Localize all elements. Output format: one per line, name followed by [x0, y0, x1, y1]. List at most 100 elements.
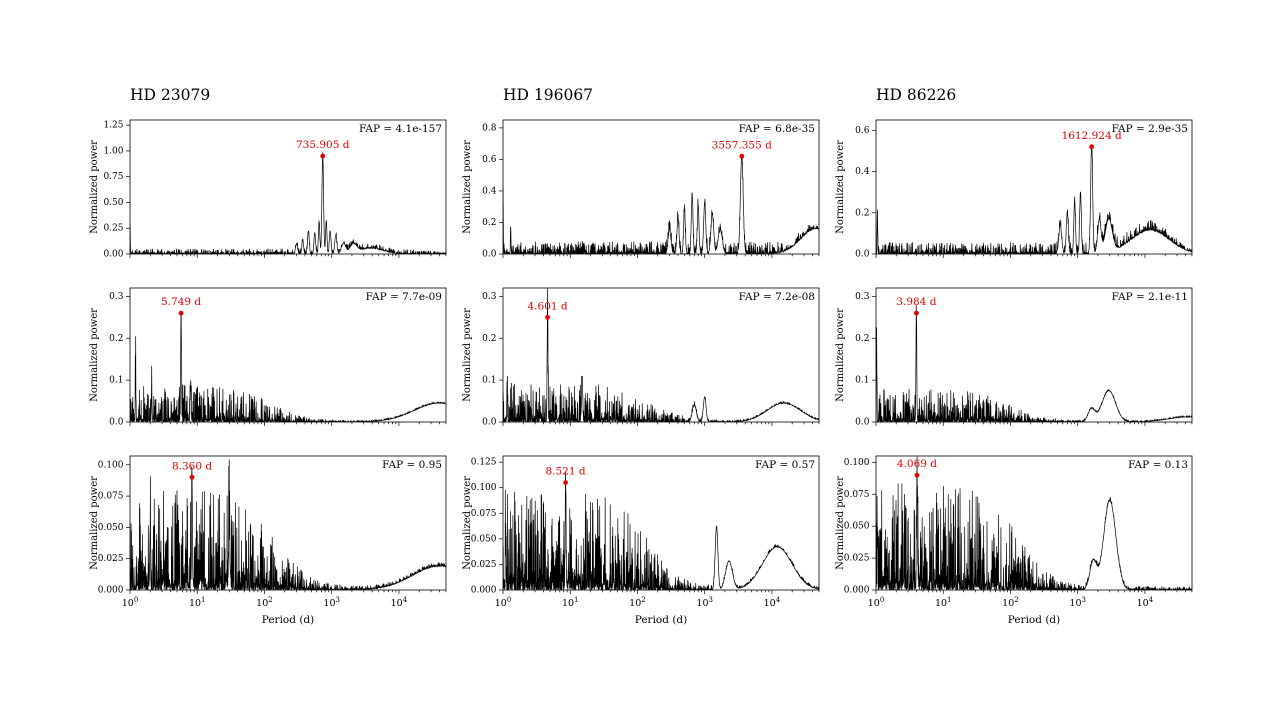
y-tick-label: 0.050	[471, 534, 497, 544]
peak-period-label: 3.984 d	[896, 296, 936, 308]
column-title: HD 23079	[130, 86, 211, 104]
x-tick-label: 101	[189, 596, 206, 609]
x-ticks	[875, 590, 1193, 594]
y-tick-label: 0.125	[471, 458, 497, 468]
peak-period-label: 735.905 d	[296, 139, 350, 151]
periodogram-plot: 0.0 0.2 0.4 0.6 0.8 Normalized power 3557.355 …	[462, 119, 820, 260]
y-tick-label: 0.000	[98, 586, 124, 596]
y-ticks: 0.0 0.2 0.4 0.6	[855, 126, 876, 260]
peak-marker	[739, 153, 745, 159]
y-tick-label: 0.0	[482, 418, 497, 428]
periodogram-plot: 0.0 0.2 0.4 0.6 Normalized power 1612.924 dFA…	[835, 119, 1193, 260]
y-ticks: 0.00 0.25 0.50 0.75 1.00 1.25	[103, 121, 130, 260]
column-title: HD 196067	[503, 86, 594, 104]
peak-marker	[1089, 144, 1095, 150]
x-ticks	[875, 422, 1193, 426]
y-ticks: 0.000 0.025 0.050 0.075 0.100	[844, 458, 876, 596]
y-tick-label: 0.50	[103, 198, 123, 208]
x-ticks	[129, 422, 447, 426]
peak-period-label: 8.360 d	[172, 460, 212, 472]
periodogram-curve	[130, 459, 446, 590]
y-tick-label: 0.2	[482, 334, 496, 344]
y-tick-label: 0.2	[855, 334, 869, 344]
y-tick-label: 0.100	[844, 458, 870, 468]
x-tick-label: 103	[1069, 596, 1086, 609]
plot-border	[129, 455, 447, 591]
y-ticks: 0.0 0.2 0.4 0.6 0.8	[482, 123, 503, 260]
y-tick-label: 0.2	[855, 208, 869, 218]
peak-period-label: 1612.924 d	[1062, 130, 1122, 142]
peak-marker	[189, 474, 195, 480]
periodogram-plot: 0.0 0.1 0.2 0.3 Normalized power 3.984 d FAP =…	[835, 287, 1193, 428]
x-tick-label: 100	[868, 596, 885, 609]
y-tick-label: 0.000	[471, 586, 497, 596]
fap-label: FAP = 4.1e-157	[359, 123, 442, 135]
x-tick-label: 101	[935, 596, 952, 609]
plot-border	[129, 287, 447, 423]
periodogram-curve	[503, 154, 819, 254]
fap-label: FAP = 0.57	[755, 459, 815, 471]
x-tick-label: 103	[696, 596, 713, 609]
y-tick-label: 0.025	[98, 554, 124, 564]
y-tick-label: 0.1	[482, 376, 496, 386]
periodogram-plot: 0.0 0.1 0.2 0.3 Normalized power 5.749 d FAP =…	[89, 287, 447, 428]
y-tick-label: 0.75	[103, 172, 123, 182]
y-ticks: 0.000 0.025 0.050 0.075 0.100 0.125	[471, 458, 503, 596]
periodogram-curve	[503, 288, 819, 422]
y-tick-label: 0.075	[844, 490, 870, 500]
x-tick-label: 102	[1002, 596, 1019, 609]
periodogram-panel: 0.0 0.1 0.2 0.3 Normalized power 3.984 d FAP =…	[832, 280, 1196, 430]
y-ticks: 0.0 0.1 0.2 0.3	[855, 292, 876, 428]
y-tick-label: 0.0	[482, 250, 497, 260]
x-tick-label: 104	[1137, 596, 1154, 609]
y-tick-label: 0.025	[471, 560, 497, 570]
y-tick-label: 1.25	[103, 121, 123, 131]
peak-period-label: 5.749 d	[161, 296, 201, 308]
y-tick-label: 0.25	[103, 224, 123, 234]
y-axis-label: Normalized power	[835, 476, 846, 570]
plot-border	[129, 119, 447, 255]
y-ticks: 0.000 0.025 0.050 0.075 0.100	[98, 460, 130, 596]
periodogram-curve	[503, 471, 819, 590]
x-axis-label: Period (d)	[635, 614, 687, 626]
fap-label: FAP = 2.1e-11	[1112, 291, 1188, 303]
y-axis-label: Normalized power	[462, 140, 473, 234]
y-tick-label: 0.3	[855, 292, 870, 302]
y-tick-label: 0.6	[855, 126, 870, 136]
y-axis-label: Normalized power	[89, 308, 100, 402]
plot-border	[875, 119, 1193, 255]
periodogram-panel: 0.0 0.2 0.4 0.6 0.8 Normalized power 3557.355 …	[459, 112, 823, 262]
x-tick-label: 103	[323, 596, 340, 609]
peak-marker	[913, 310, 919, 316]
y-tick-label: 0.3	[482, 292, 497, 302]
column-title: HD 86226	[876, 86, 957, 104]
periodogram-plot: 0.000 0.025 0.050 0.075 0.100 100 101 102 103 104…	[89, 455, 447, 626]
periodogram-plot: 0.0 0.1 0.2 0.3 Normalized power 4.601 d FAP =…	[462, 287, 820, 428]
x-axis-label: Period (d)	[1008, 614, 1060, 626]
y-axis-label: Normalized power	[89, 140, 100, 234]
periodogram-curve	[876, 304, 1192, 422]
fap-label: FAP = 7.7e-09	[366, 291, 442, 303]
y-tick-label: 0.8	[482, 123, 497, 133]
periodogram-panel: 0.000 0.025 0.050 0.075 0.100 100 101 102 103 104…	[832, 448, 1196, 640]
y-tick-label: 0.3	[109, 292, 124, 302]
periodogram-panel: 0.000 0.025 0.050 0.075 0.100 100 101 102 103 104…	[86, 448, 450, 640]
y-tick-label: 0.00	[103, 250, 123, 260]
x-tick-label: 100	[122, 596, 139, 609]
y-tick-label: 0.000	[844, 586, 870, 596]
figure-column-hd23079: HD 23079 0.00 0.25 0.50 0.75 1.00 1.25 Normali…	[86, 86, 458, 640]
periodogram-panel: 0.0 0.1 0.2 0.3 Normalized power 4.601 d FAP =…	[459, 280, 823, 430]
peak-marker	[320, 153, 326, 159]
peak-marker	[178, 310, 184, 316]
x-ticks	[129, 590, 447, 594]
y-tick-label: 0.1	[109, 376, 123, 386]
fap-label: FAP = 6.8e-35	[739, 123, 815, 135]
peak-period-label: 4.069 d	[897, 458, 937, 470]
x-ticks	[129, 254, 447, 258]
y-tick-label: 0.4	[855, 167, 870, 177]
peak-marker	[545, 314, 550, 320]
y-tick-label: 0.4	[482, 186, 497, 196]
fap-label: FAP = 0.95	[382, 459, 442, 471]
y-axis-label: Normalized power	[835, 308, 846, 402]
